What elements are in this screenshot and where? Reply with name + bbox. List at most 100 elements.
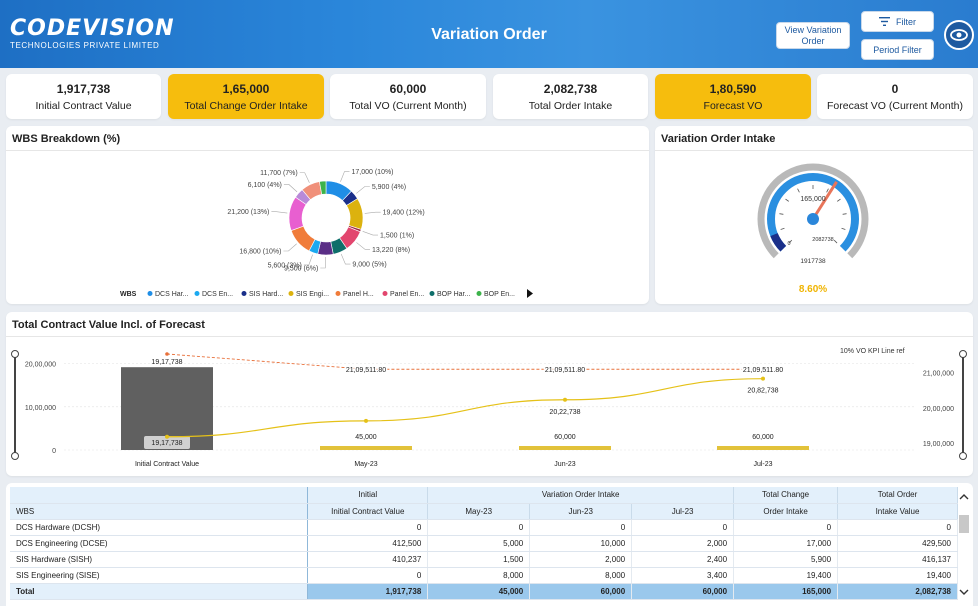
line-point (761, 376, 765, 381)
bar (717, 446, 809, 450)
legend-marker (429, 291, 435, 296)
kpi-value: 1,80,590 (709, 82, 757, 96)
legend-marker (288, 291, 294, 296)
x-tick-label: May-23 (354, 461, 377, 468)
eye-icon[interactable] (944, 20, 974, 50)
kpi-label: Total Order Intake (528, 100, 613, 112)
donut-data-label: 17,000 (10%) (351, 169, 393, 176)
legend-marker (382, 291, 388, 296)
y-left-tick-label: 10,00,000 (25, 405, 56, 412)
right-range-slider-handle[interactable] (959, 452, 967, 460)
column-header[interactable]: WBS (10, 503, 309, 520)
donut-leader-line (283, 243, 297, 252)
donut-leader-line (320, 256, 326, 269)
legend-next-arrow-icon[interactable] (527, 289, 533, 298)
gauge-tick (826, 188, 829, 193)
legend-marker (476, 291, 482, 296)
table-row[interactable]: SIS Hardware (SISH) 410,237 1,500 2,000 2,40… (10, 551, 958, 568)
legend-title: WBS (120, 291, 137, 298)
gauge-outer-ring (757, 163, 869, 259)
gauge-tick (837, 198, 841, 202)
table-scrollbar[interactable] (957, 487, 971, 602)
gauge-tick (788, 239, 793, 244)
total-order-line (166, 378, 764, 438)
kpi-label: Forecast VO (703, 100, 763, 112)
kpi-line-point (563, 368, 567, 371)
kpi-total-order-intake: 2,082,738 Total Order Intake (493, 74, 648, 119)
legend-item: Panel H... (343, 291, 374, 298)
kpi-value: 1,917,738 (56, 82, 111, 96)
legend-item: SIS Hard... (249, 291, 283, 298)
line-data-label: 20,22,738 (549, 409, 580, 416)
column-header[interactable]: Jul-23 (631, 503, 735, 520)
view-variation-order-button[interactable]: View Variation Order (776, 22, 850, 49)
bar-data-label: 60,000 (752, 434, 774, 441)
group-header (10, 487, 309, 504)
legend-item: BOP En... (484, 291, 515, 298)
donut-data-label: 6,100 (4%) (248, 182, 282, 189)
table-row[interactable]: DCS Engineering (DCSE) 412,500 5,000 10,000… (10, 535, 958, 552)
gauge-tick (785, 198, 789, 202)
column-header[interactable]: Jun-23 (529, 503, 633, 520)
bar-data-label-bg (144, 436, 190, 449)
donut-data-label: 11,700 (7%) (260, 170, 298, 177)
table-row[interactable]: DCS Hardware (DCSH) 0 0 0 0 0 0 (10, 519, 958, 536)
kpi-label: Total Change Order Intake (184, 100, 308, 112)
donut-leader-line (356, 242, 370, 250)
period-filter-button[interactable]: Period Filter (861, 39, 934, 60)
gauge-value-label: 165,000 (800, 196, 825, 203)
table-total-row: Total 1,917,738 45,000 60,000 60,000 165,000 2… (10, 583, 958, 600)
line-data-label: 20,82,738 (747, 388, 778, 395)
legend-item: DCS Har... (155, 291, 189, 298)
line-point (563, 397, 567, 402)
wbs-breakdown-panel: WBS Breakdown (%) 17,000 (10%) 5,900 (4%)… (6, 126, 649, 304)
donut-data-label: 5,600 (3%) (268, 262, 302, 269)
kpi-value: 2,082,738 (543, 82, 598, 96)
column-header[interactable]: Order Intake (733, 503, 839, 520)
kpi-initial-contract-value: 1,917,738 Initial Contract Value (6, 74, 161, 119)
left-range-slider-handle[interactable] (11, 350, 19, 358)
kpi-label: Total VO (Current Month) (349, 100, 467, 112)
x-tick-label: Jun-23 (554, 461, 576, 468)
donut-leader-line (299, 172, 310, 183)
left-range-slider-handle[interactable] (11, 452, 19, 460)
column-header[interactable]: May-23 (427, 503, 531, 520)
scroll-thumb (959, 515, 969, 533)
table-header-row: WBS Initial Contract Value May-23 Jun-23… (10, 503, 958, 520)
filter-icon (879, 17, 890, 26)
gauge-tick (842, 213, 847, 215)
logo-main-text: CODEVISION (10, 16, 175, 41)
donut-data-label: 21,200 (13%) (227, 209, 269, 216)
filter-label: Filter (896, 16, 916, 27)
x-tick-label: Initial Contract Value (135, 461, 199, 468)
column-header[interactable]: Initial Contract Value (307, 503, 429, 520)
bar-data-label: 60,000 (554, 434, 576, 441)
right-range-slider-handle[interactable] (959, 350, 967, 358)
bar (320, 446, 412, 450)
column-header[interactable]: Intake Value (837, 503, 958, 520)
kpi-label: Forecast VO (Current Month) (827, 100, 963, 112)
gauge-band (767, 173, 859, 252)
filter-button[interactable]: Filter (861, 11, 934, 32)
donut-leader-line (364, 211, 381, 214)
bar-data-label: 45,000 (355, 434, 377, 441)
table-group-header-row: Initial Variation Order Intake Total Cha… (10, 487, 958, 504)
kpi-dashed-line (166, 353, 763, 370)
kpi-total-change-order-intake: 1,65,000 Total Change Order Intake (168, 74, 324, 119)
kpi-line-label: 21,09,511.80 (346, 367, 386, 374)
company-logo: CODEVISION TECHNOLOGIES PRIVATE LIMITED (10, 16, 175, 51)
kpi-value: 60,000 (389, 82, 427, 96)
group-header: Total Change (733, 487, 839, 504)
kpi-value: 0 (891, 82, 899, 96)
donut-leader-line (356, 186, 370, 194)
y-left-tick-label: 0 (52, 448, 56, 455)
legend-marker (147, 291, 153, 296)
bar-data-label: 19,17,738 (151, 440, 182, 447)
y-right-tick-label: 19,00,000 (923, 441, 954, 448)
contract-chart-title: Total Contract Value Incl. of Forecast (12, 319, 205, 331)
legend-item: DCS En... (202, 291, 233, 298)
legend-item: Panel En... (390, 291, 424, 298)
kpi-value: 1,65,000 (222, 82, 270, 96)
table-row[interactable]: SIS Engineering (SISE) 0 8,000 8,000 3,400 19… (10, 567, 958, 584)
gauge-needle (811, 181, 838, 220)
